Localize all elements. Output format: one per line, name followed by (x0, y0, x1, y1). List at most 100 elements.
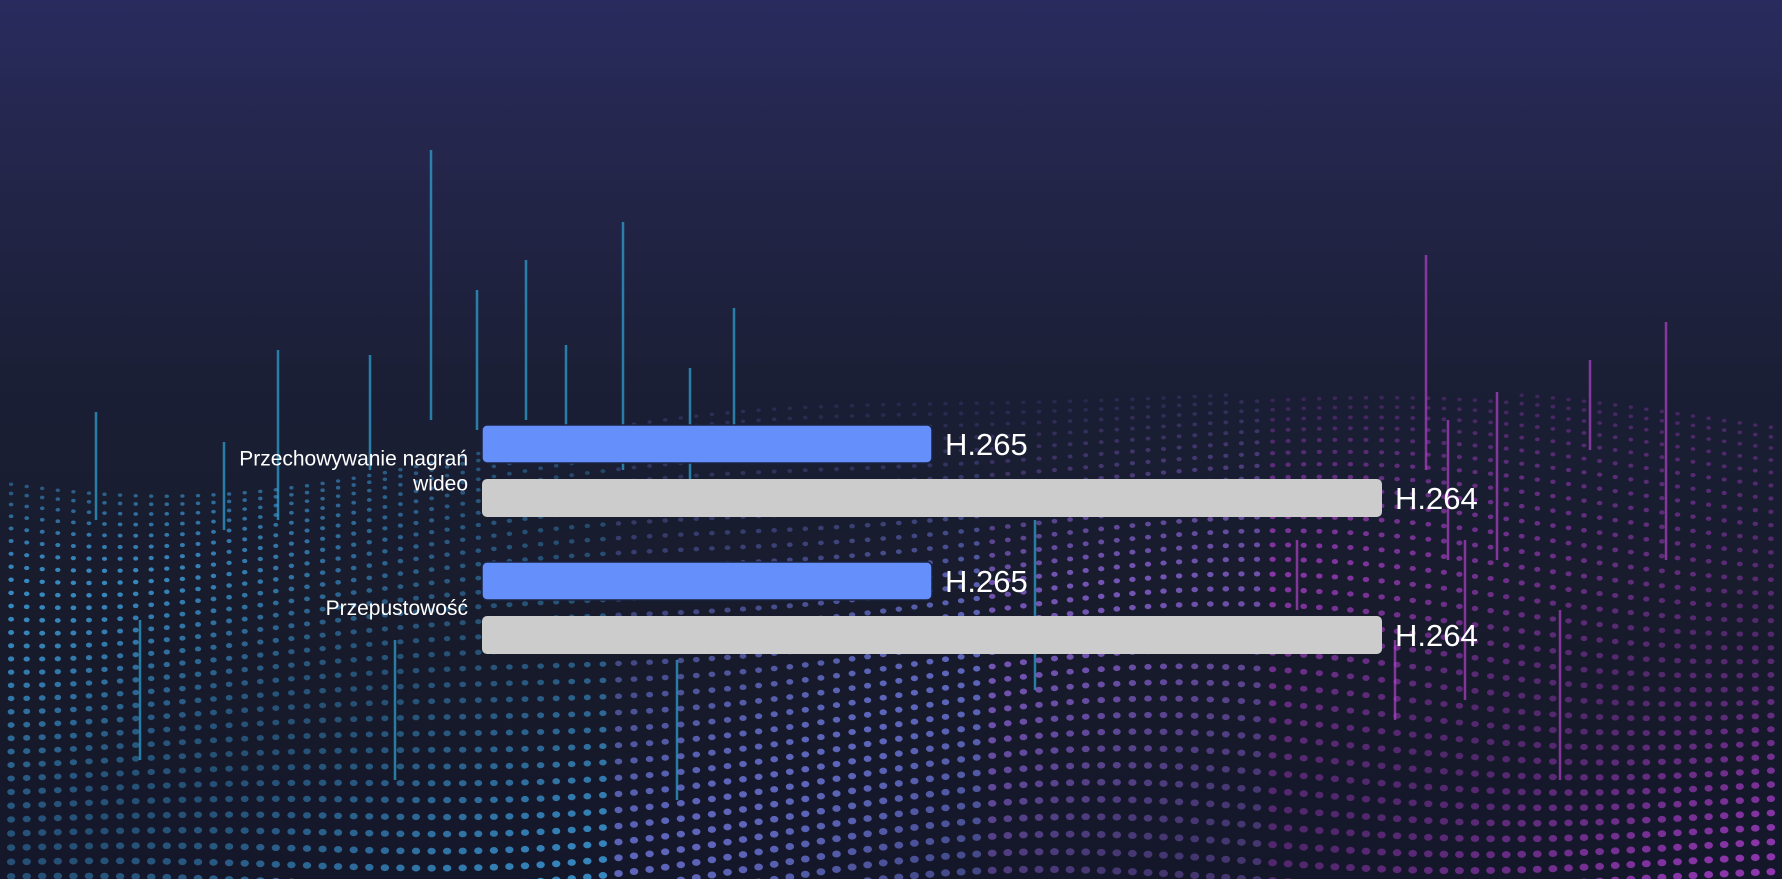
wave-dot (1253, 698, 1261, 706)
wave-dot (381, 612, 388, 618)
wave-dot (1066, 668, 1074, 675)
wave-dot (974, 473, 980, 479)
wave-dot (475, 604, 482, 610)
wave-dot (117, 628, 124, 634)
wave-dot (272, 705, 280, 711)
wave-dot (304, 584, 310, 590)
wave-dot (381, 626, 389, 632)
wave-dot (1284, 701, 1292, 708)
wave-dot (1270, 439, 1276, 444)
wave-dot (194, 781, 202, 788)
wave-dot (989, 580, 996, 586)
wave-dot (801, 736, 810, 743)
wave-dot (1720, 616, 1728, 623)
wave-dot (1721, 588, 1728, 594)
wave-dot (1659, 455, 1665, 460)
wave-dot (614, 709, 623, 716)
wave-dot (257, 567, 264, 573)
wave-dot (101, 556, 108, 561)
wave-dot (55, 592, 61, 598)
wave-dot (1595, 729, 1604, 736)
wave-dot (1487, 673, 1495, 679)
wave-dot (1472, 483, 1478, 489)
wave-dot (1581, 430, 1587, 435)
wave-dot (552, 728, 560, 735)
wave-dot (1393, 595, 1401, 602)
wave-dot (1534, 520, 1541, 526)
wave-dot (849, 414, 855, 418)
wave-dot (583, 711, 591, 717)
wave-dot (304, 572, 310, 578)
wave-dot (786, 694, 794, 700)
wave-dot (849, 403, 855, 408)
wave-dot (802, 556, 809, 562)
wave-dot (1346, 673, 1355, 680)
wave-dot (895, 534, 902, 540)
wave-dot (1237, 681, 1246, 688)
wave-dot (319, 582, 326, 587)
wave-dot (210, 696, 217, 702)
wave-dot (1176, 403, 1182, 408)
wave-dot (692, 751, 701, 758)
wave-dot (335, 479, 341, 483)
wave-dot (117, 604, 123, 610)
wave-dot (693, 546, 700, 552)
wave-dot (1269, 601, 1276, 608)
wave-dot (1674, 643, 1681, 649)
wave-dot (1533, 710, 1542, 717)
wave-dot (1410, 427, 1416, 432)
wave-dot (880, 465, 886, 470)
wave-dot (1378, 578, 1385, 584)
wave-dot (39, 495, 45, 500)
wave-dot (630, 660, 638, 666)
wave-dot (148, 626, 155, 632)
wave-dot (1362, 675, 1370, 681)
wave-dot (131, 755, 140, 762)
wave-dot (1114, 406, 1120, 411)
wave-dot (1083, 441, 1089, 446)
wave-dot (1035, 601, 1043, 607)
wave-dot (335, 494, 341, 499)
wave-dot (1253, 682, 1261, 689)
wave-dot (1487, 471, 1494, 476)
wave-dot (1736, 645, 1744, 651)
wave-dot (334, 644, 342, 650)
wave-dot (242, 558, 248, 564)
wave-dot (288, 610, 295, 616)
wave-dot (1425, 507, 1432, 512)
wave-dot (412, 595, 420, 601)
wave-dot (350, 577, 357, 583)
wave-dot (1674, 526, 1681, 532)
wave-dot (1565, 540, 1572, 546)
wave-dot (303, 703, 311, 710)
wave-dot (1627, 685, 1635, 692)
wave-dot (164, 532, 170, 537)
wave-dot (818, 540, 824, 546)
wave-dot (1675, 457, 1680, 462)
wave-dot (1363, 449, 1369, 455)
wave-dot (7, 656, 15, 662)
wave-dot (1206, 679, 1215, 686)
wave-dot (895, 677, 903, 684)
wave-dot (926, 658, 934, 665)
wave-dot (1768, 483, 1774, 488)
wave-dot (755, 605, 762, 611)
wave-dot (1347, 449, 1353, 454)
wave-dot (147, 727, 155, 734)
wave-dot (69, 706, 77, 713)
wave-dot (1176, 423, 1182, 428)
wave-dot (1005, 471, 1011, 476)
wave-dot (412, 623, 420, 629)
wave-dot (1706, 425, 1711, 430)
wave-dot (1503, 516, 1510, 522)
wave-dot (849, 538, 855, 544)
wave-dot (1455, 669, 1463, 676)
wave-dot (1253, 586, 1261, 592)
wave-dot (1472, 431, 1478, 436)
wave-dot (1767, 577, 1774, 583)
wave-dot (101, 704, 108, 711)
wave-dot (1488, 420, 1493, 425)
wave-dot (256, 720, 264, 727)
wave-dot (1566, 406, 1571, 411)
wave-dot (1144, 589, 1152, 595)
